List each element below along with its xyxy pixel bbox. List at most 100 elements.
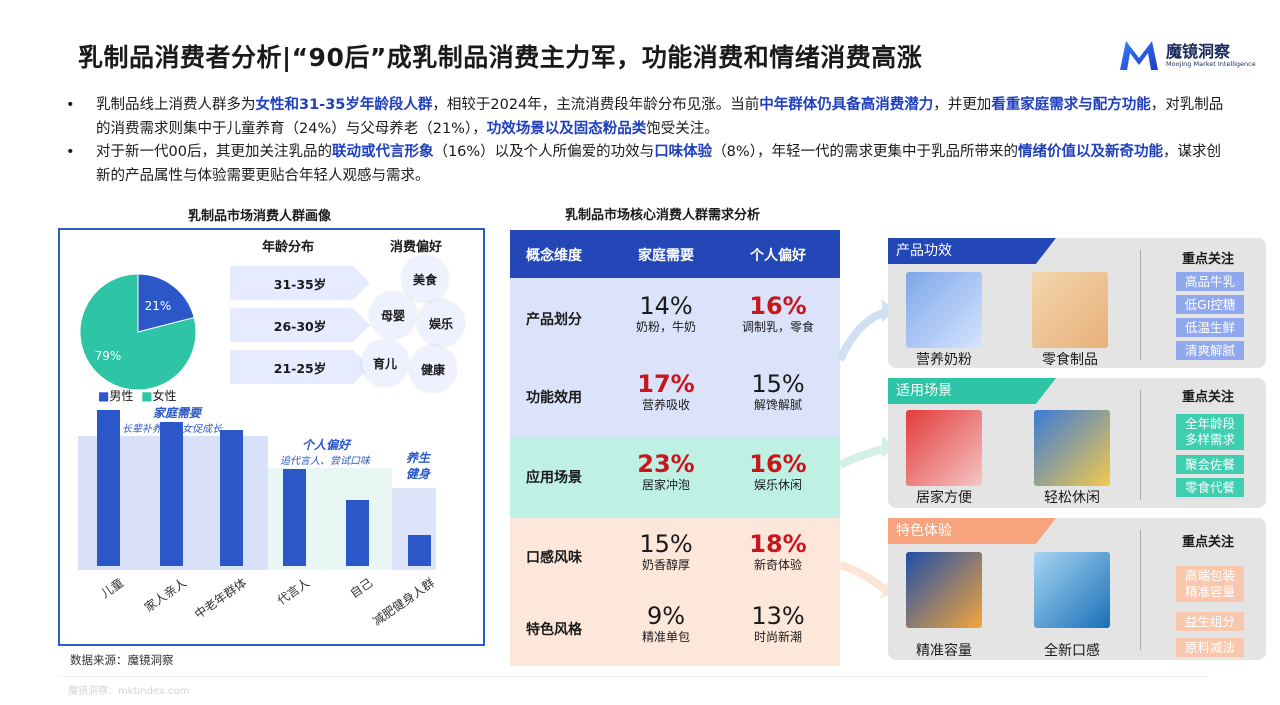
focus-chip: 清爽解腻 [1176,341,1244,360]
focus-chip: 聚会佐餐 [1176,455,1244,474]
gender-pie-chart: 21% 79% [79,273,197,391]
personal-cell: 18% 新奇体验 [718,530,838,572]
table-title: 乳制品市场核心消费人群需求分析 [565,208,761,223]
bullet-highlight: 中年群体仍具备高消费潜力 [759,97,934,113]
anno-family-title: 家庭需要 [153,406,202,420]
bullet-highlight: 情绪价值以及新奇功能 [1017,144,1163,160]
anno-personal-title: 个人偏好 [302,438,351,452]
age-26-30: 26-30岁 [230,308,370,342]
table-row: 特色风格 9% 精准单包 13% 时尚新潮 [510,602,840,662]
product-label: 全新口感 [1044,643,1100,659]
data-source: 数据来源：魔镜洞察 [70,653,174,667]
focus-chip: 低GI控糖 [1176,295,1244,314]
personal-cell: 15% 解馋解腻 [718,370,838,412]
focus-chip: 全年龄段 多样需求 [1176,414,1244,450]
bullet-text: 对于新一代00后，其更加关注乳品的 [96,144,332,160]
personal-pct: 13% [751,602,805,630]
personal-sub: 解馋解腻 [753,398,802,412]
header-dim: 概念维度 [526,248,582,264]
bullet-dot: • [66,97,75,113]
bullet-dot: • [66,144,75,160]
focus-chip: 益生组分 [1176,612,1244,631]
personal-pct: 16% [749,450,807,478]
footer-divider [58,676,1208,677]
focus-heading: 重点关注 [1182,535,1235,550]
header-personal: 个人偏好 [750,248,806,264]
product-image-taste [1034,552,1110,628]
logo-cn-text: 魔镜洞察 [1166,42,1231,61]
bullet-text: （8%），年轻一代的需求更集中于乳品所带来的 [712,144,1018,160]
bar-5 [408,534,431,566]
family-sub: 奶香醇厚 [641,558,690,572]
footer-text: 魔镜洞察：mktindex.com [68,686,190,697]
focus-heading: 重点关注 [1182,390,1235,405]
pref-health: 健康 [410,346,456,392]
arrow-to-efficacy [838,308,888,362]
personal-pct: 15% [751,370,805,398]
bullet-text: ，并更加 [933,97,992,113]
bar-4 [346,500,369,566]
bar-0 [97,410,120,566]
pie-label-female: 79% [95,349,122,363]
product-image-home [906,410,982,486]
bullet-highlight: 女性和31-35岁年龄段人群 [255,97,433,113]
divider [1140,250,1141,360]
family-pct: 14% [639,292,693,320]
personal-sub: 娱乐休闲 [753,478,802,492]
pie-slice-female [79,273,197,391]
table-block-peach [510,518,840,666]
product-image-milk-powder [906,272,982,348]
bullet-text: ，谋求创新的产品属性与体验需要更贴合年轻人观感与需求。 [96,144,1221,184]
table-row: 产品划分 14% 奶粉，牛奶 16% 调制乳，零食 [510,292,840,352]
table-row: 应用场景 23% 居家冲泡 16% 娱乐休闲 [510,450,840,510]
bullet-highlight: 联动或代言形象 [331,144,434,160]
legend-label-male: 男性 [109,389,134,403]
family-cell: 15% 奶香醇厚 [606,530,726,572]
family-cell: 9% 精准单包 [606,602,726,644]
focus-chip: 原料减法 [1176,638,1244,657]
bar-1 [160,422,183,566]
consumer-profile-panel [58,228,485,646]
arrow-to-experience [838,561,889,594]
product-image-snack [1032,272,1108,348]
bullet-highlight: 功效场景以及固态粉品类 [486,120,647,137]
bullet-text: 乳制品线上消费人群多为 [96,97,256,113]
age-21-25: 21-25岁 [230,350,370,384]
legend-marker-male: ■ [98,389,110,403]
table-row: 口感风味 15% 奶香醇厚 18% 新奇体验 [510,530,840,590]
demand-bar-chart: 儿童 家人亲人 中老年群体 代言人 自己 减肥健身人群 [62,400,482,628]
focus-chip: 高品牛乳 [1176,272,1244,291]
personal-sub: 新奇体验 [753,558,802,572]
divider [1140,390,1141,500]
bullet-highlight: 口味体验 [654,144,713,160]
pref-maternal: 母婴 [370,292,416,338]
page-title: 乳制品消费者分析|“90后”成乳制品消费主力军，功能消费和情绪消费高涨 [78,43,923,72]
anno-personal-sub: 追代言人、尝试口味 [280,456,370,467]
row-dim: 特色风格 [526,622,582,638]
family-cell: 17% 营养吸收 [606,370,726,412]
scene-tag: 适用场景 [888,378,1056,404]
personal-cell: 16% 娱乐休闲 [718,450,838,492]
family-pct: 17% [637,370,695,398]
personal-cell: 13% 时尚新潮 [718,602,838,644]
experience-tag: 特色体验 [888,518,1056,544]
bullet-text: ，相较于2024年，主流消费段年龄分布见涨。当前 [432,97,760,113]
personal-pct: 16% [749,292,807,320]
family-sub: 奶粉，牛奶 [635,320,696,334]
product-image-leisure [1034,410,1110,486]
personal-sub: 时尚新潮 [753,630,802,644]
table-block-blue [510,278,840,438]
row-dim: 功能效用 [526,390,582,406]
table-block-teal [510,438,840,518]
row-dim: 产品划分 [526,312,582,328]
family-sub: 居家冲泡 [641,478,690,492]
bar-2 [220,430,243,566]
left-panel-title: 乳制品市场消费人群画像 [188,209,332,224]
brand-logo: 魔镜洞察 Moojing Market Intelligence [1118,36,1268,76]
family-cell: 23% 居家冲泡 [606,450,726,492]
personal-pct: 18% [749,530,807,558]
bullet-highlight: 看重家庭需求与配方功能 [991,97,1151,113]
bullet-text: （16%）以及个人所偏爱的功效与 [433,144,655,160]
bar-3 [283,469,306,566]
pie-legend: ■男性 ■女性 [98,387,177,404]
